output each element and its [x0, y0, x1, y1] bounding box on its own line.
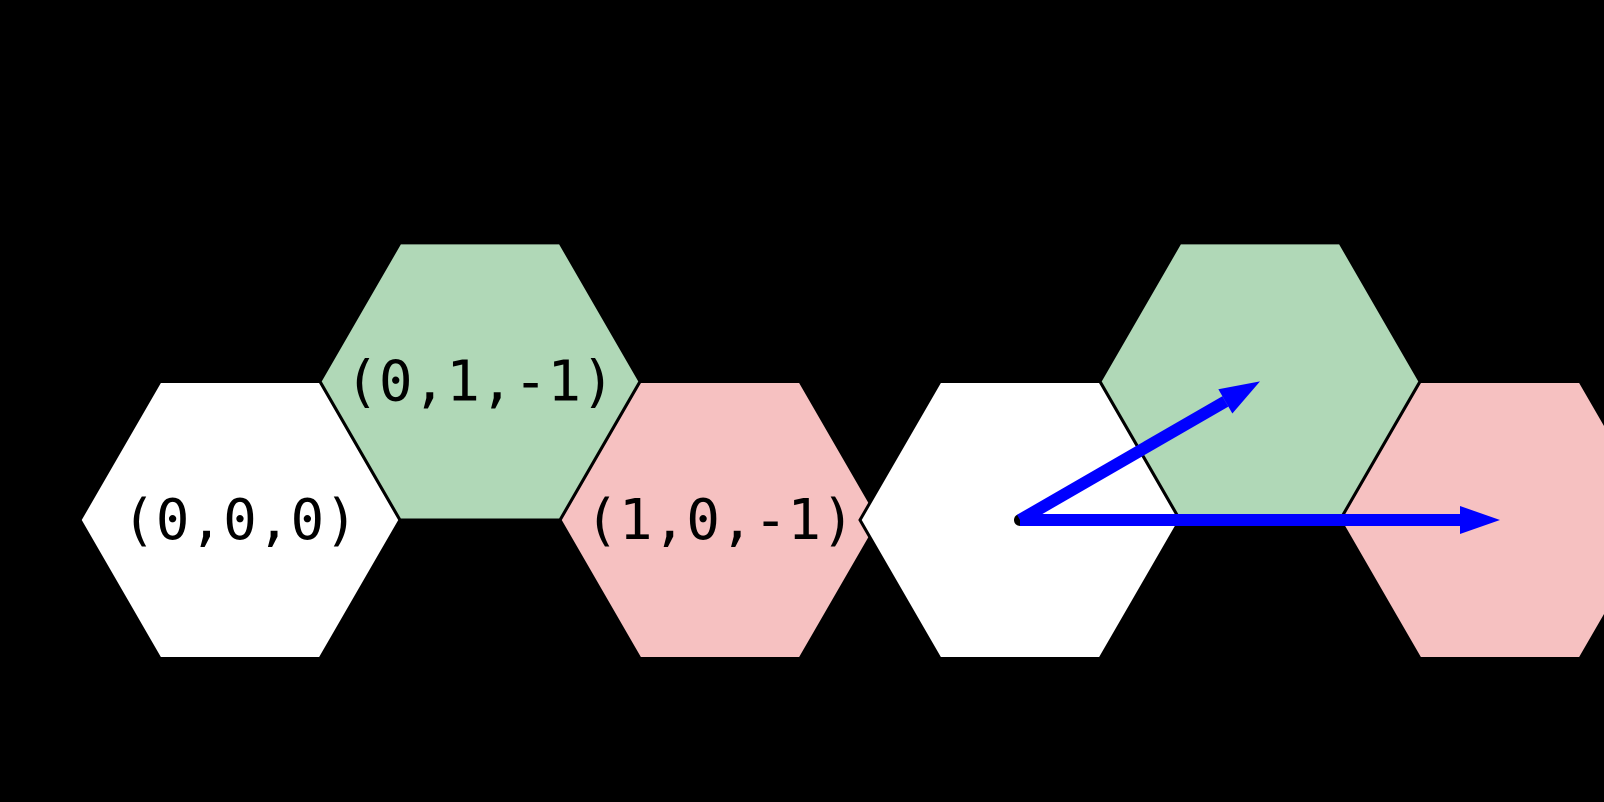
hex-up-label: (0,1,-1)	[345, 350, 615, 415]
hex-origin-label: (0,0,0)	[122, 488, 358, 553]
hex-right-label: (1,0,-1)	[585, 488, 855, 553]
